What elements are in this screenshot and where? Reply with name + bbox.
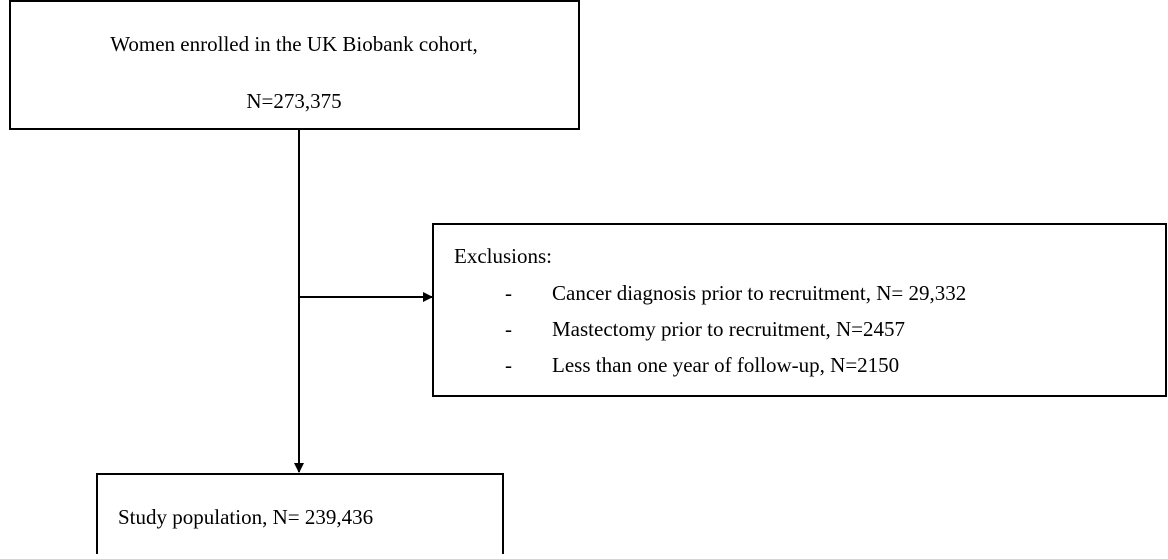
exclusion-item: Cancer diagnosis prior to recruitment, N… — [552, 281, 966, 305]
bullet: - — [505, 353, 512, 377]
enrolled-count: N=273,375 — [246, 89, 341, 113]
exclusion-item: Mastectomy prior to recruitment, N=2457 — [552, 317, 905, 341]
enrolled-label: Women enrolled in the UK Biobank cohort, — [110, 32, 477, 56]
exclusions-title: Exclusions: — [454, 244, 552, 268]
bullet: - — [505, 317, 512, 341]
exclusion-item: Less than one year of follow-up, N=2150 — [552, 353, 899, 377]
study-box — [96, 473, 504, 559]
exclusions-box — [432, 223, 1167, 397]
study-label: Study population, N= 239,436 — [118, 505, 373, 529]
bullet: - — [505, 281, 512, 305]
enrolled-box — [9, 0, 580, 130]
